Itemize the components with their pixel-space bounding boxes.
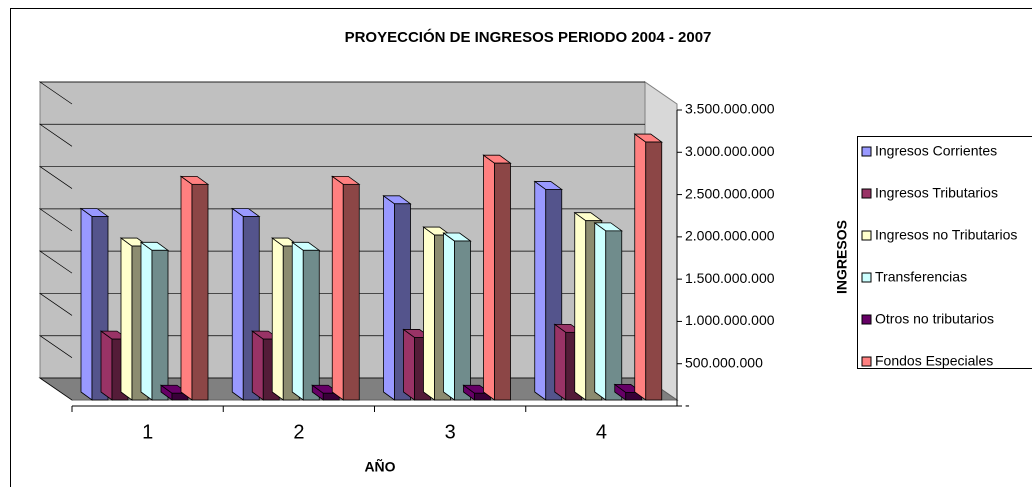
bar-side [634,133,647,401]
bar-side [483,154,495,401]
legend-box [857,136,1032,369]
y-tick-label: 3.000.000.000 [685,143,775,159]
legend-label: Otros no tributarios [875,311,994,327]
bar-side [423,226,435,401]
bar [645,141,663,401]
legend-label: Ingresos Tributarios [875,185,998,201]
y-tick-label: 1.500.000.000 [685,270,775,286]
bar-side [291,241,304,401]
legend-swatch [861,272,872,283]
y-tick-label: 1.000.000.000 [685,312,775,328]
y-axis-label: INGRESOS [834,220,850,294]
legend-swatch [861,188,872,199]
bar-side [403,328,415,401]
grid-line [38,166,645,189]
x-tick-label: 2 [293,421,304,443]
bar-side [120,237,133,401]
bar-side [80,207,93,401]
y-tick-label: 500.000.000 [685,354,763,370]
grid-line [38,208,645,232]
bar [302,249,320,401]
legend-label: Ingresos no Tributarios [875,227,1017,243]
bar [494,162,511,401]
legend-label: Transferencias [875,269,967,285]
bar-side [271,237,284,401]
chart-title: PROYECCIÓN DE INGRESOS PERIODO 2004 - 20… [345,28,712,46]
x-tick-label: 4 [596,421,607,443]
grid-line [38,123,645,147]
grid-line [38,81,645,105]
bar-side [534,180,547,401]
legend-swatch [861,146,872,157]
y-tick-label: 3.500.000.000 [685,101,775,117]
legend-label: Fondos Especiales [875,353,993,369]
bar [605,230,623,401]
bar [151,249,169,401]
bar [342,183,360,401]
y-tick-label: - [685,397,690,413]
bar-side [251,330,264,401]
bar-side [331,175,344,401]
y-tick-label: 2.500.000.000 [685,185,775,201]
x-tick-label: 3 [445,421,456,443]
x-tick-label: 1 [142,421,153,443]
y-tick-label: 2.000.000.000 [685,228,775,244]
bar-side [574,211,587,401]
bar [191,183,209,401]
bar-side [594,222,607,401]
legend-swatch [861,230,872,241]
bar-side [554,323,567,401]
legend-label: Ingresos Corrientes [875,143,997,159]
bar-side [443,232,455,401]
legend-swatch [861,314,872,325]
legend-swatch [861,356,872,367]
bar [454,240,471,401]
bar-side [383,195,395,401]
bar-side [180,175,193,401]
bar-side [140,241,153,401]
bar-side [100,330,113,401]
bar-side [231,207,244,401]
x-axis-label: AÑO [364,458,395,475]
